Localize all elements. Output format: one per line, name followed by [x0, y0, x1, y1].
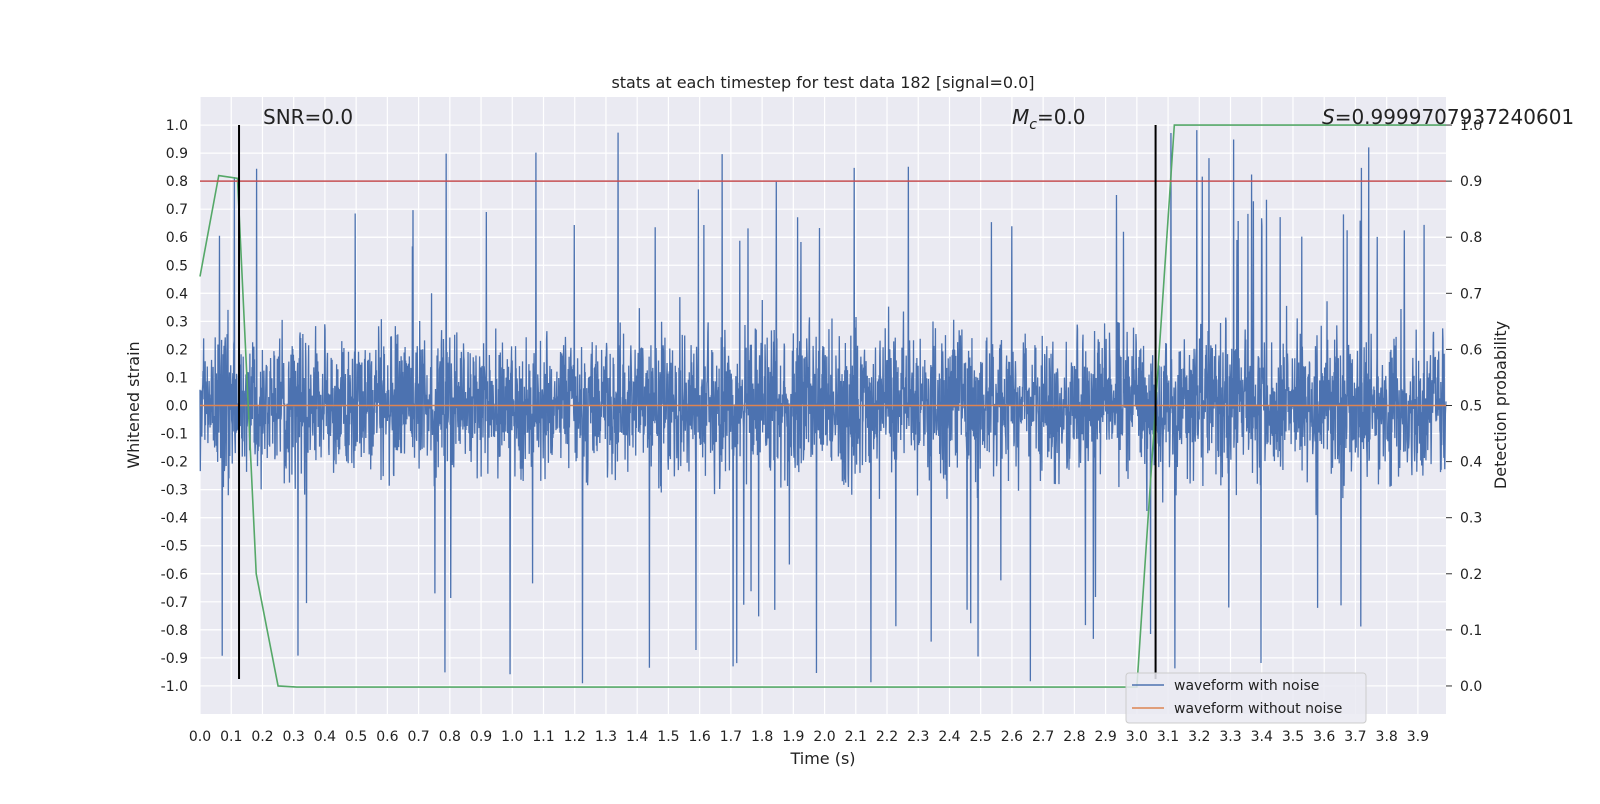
legend-box [1125, 672, 1367, 724]
x-tick-label: 0.5 [345, 729, 367, 745]
x-tick-label: 2.7 [1032, 729, 1054, 745]
legend-label-clean: waveform without noise [1174, 701, 1342, 717]
y-tick-label: 0.5 [166, 258, 188, 274]
x-tick-label: 0.1 [220, 729, 242, 745]
y-tick-label: -0.2 [161, 455, 188, 471]
x-tick-label: 3.7 [1344, 729, 1366, 745]
x-tick-label: 1.7 [720, 729, 742, 745]
x-tick-label: 0.2 [251, 729, 273, 745]
x-tick-label: 3.5 [1282, 729, 1304, 745]
x-tick-label: 0.4 [314, 729, 336, 745]
y-tick-label: -1.0 [161, 679, 188, 695]
y-tick-label: 0.7 [166, 202, 188, 218]
x-tick-label: 3.6 [1313, 729, 1335, 745]
x-tick-label: 1.9 [782, 729, 804, 745]
s-value: =0.9999707937240601 [1335, 105, 1574, 129]
noise-waveform-line [199, 130, 1447, 684]
y-right-tick-label: 0.8 [1460, 230, 1482, 246]
x-tick-label: 1.5 [657, 729, 679, 745]
x-tick-label: 1.2 [564, 729, 586, 745]
x-tick-label: 3.0 [1126, 729, 1148, 745]
legend: waveform with noise waveform without noi… [1125, 672, 1367, 724]
x-tick-label: 1.0 [501, 729, 523, 745]
legend-label-noise: waveform with noise [1174, 678, 1319, 694]
y-tick-label: -0.4 [161, 511, 188, 527]
y-tick-label: 0.3 [166, 314, 188, 330]
x-tick-label: 2.3 [907, 729, 929, 745]
y-right-tick-label: 0.3 [1460, 511, 1482, 527]
y-right-tick-label: 0.1 [1460, 623, 1482, 639]
x-tick-label: 2.2 [876, 729, 898, 745]
x-tick-label: 0.3 [283, 729, 305, 745]
x-tick-label: 0.9 [470, 729, 492, 745]
x-tick-label: 2.0 [813, 729, 835, 745]
detection-probability-line [199, 124, 1446, 688]
x-tick-label: 2.9 [1094, 729, 1116, 745]
y-right-tick-label: 0.5 [1460, 399, 1482, 415]
y-tick-label: -0.9 [161, 651, 188, 667]
x-tick-label: 3.9 [1407, 729, 1429, 745]
y-tick-label: 0.9 [166, 146, 188, 162]
tick-layer: 0.0 0.1 0.2 0.3 0.4 0.5 0.6 0.7 0.8 0.9 1.0 1.1 1.2 1… [161, 118, 1483, 745]
y-tick-label: 0.1 [166, 370, 188, 386]
y-tick-label: -0.3 [161, 483, 188, 499]
x-tick-label: 2.6 [1001, 729, 1023, 745]
x-tick-label: 3.2 [1188, 729, 1210, 745]
y-tick-label: -0.1 [161, 427, 188, 443]
y-right-tick-label: 0.9 [1460, 174, 1482, 190]
x-tick-label: 3.1 [1157, 729, 1179, 745]
x-tick-label: 2.4 [938, 729, 960, 745]
y-tick-label: 0.0 [166, 399, 188, 415]
y-tick-label: -0.6 [161, 567, 188, 583]
x-tick-label: 0.7 [407, 729, 429, 745]
y-tick-label: 0.6 [166, 230, 188, 246]
x-tick-label: 1.3 [595, 729, 617, 745]
x-tick-label: 1.6 [689, 729, 711, 745]
x-tick-label: 0.0 [189, 729, 211, 745]
x-tick-label: 1.8 [751, 729, 773, 745]
x-tick-label: 3.4 [1251, 729, 1273, 745]
y-tick-label: 0.8 [166, 174, 188, 190]
y-tick-label: 1.0 [166, 118, 188, 134]
x-tick-label: 0.6 [376, 729, 398, 745]
mc-subscript: c [1029, 117, 1037, 133]
s-symbol: S [1322, 105, 1335, 129]
x-tick-label: 1.1 [532, 729, 554, 745]
x-tick-label: 2.1 [845, 729, 867, 745]
x-tick-label: 3.8 [1376, 729, 1398, 745]
y-tick-label: -0.7 [161, 595, 188, 611]
overlay-layer [200, 125, 1446, 679]
mc-annotation: Mc=0.0 [1012, 105, 1086, 133]
x-tick-label: 2.8 [1063, 729, 1085, 745]
y-right-tick-label: 0.0 [1460, 679, 1482, 695]
y-right-tick-label: 0.6 [1460, 342, 1482, 358]
y-right-tick-label: 0.4 [1460, 455, 1482, 471]
x-tick-label: 3.3 [1219, 729, 1241, 745]
y-right-tick-label: 0.2 [1460, 567, 1482, 583]
snr-annotation: SNR=0.0 [263, 105, 353, 129]
y-right-tick-label: 0.7 [1460, 286, 1482, 302]
x-tick-label: 1.4 [626, 729, 648, 745]
mc-symbol: M [1012, 105, 1029, 129]
x-tick-label: 2.5 [970, 729, 992, 745]
y-tick-label: -0.8 [161, 623, 188, 639]
y-right-tick-label: 1.0 [1460, 118, 1482, 134]
y-tick-label: 0.4 [166, 286, 188, 302]
series-layer [199, 124, 1447, 688]
mc-value: =0.0 [1037, 105, 1086, 129]
y-axis-label: Whitened strain [124, 341, 143, 468]
y-tick-label: -0.5 [161, 539, 188, 555]
x-axis-label: Time (s) [789, 749, 855, 768]
s-annotation: S=0.9999707937240601 [1322, 105, 1574, 129]
chart-title: stats at each timestep for test data 182… [611, 73, 1034, 92]
y-axis-right-label: Detection probability [1491, 321, 1510, 489]
y-tick-label: 0.2 [166, 342, 188, 358]
x-tick-label: 0.8 [439, 729, 461, 745]
